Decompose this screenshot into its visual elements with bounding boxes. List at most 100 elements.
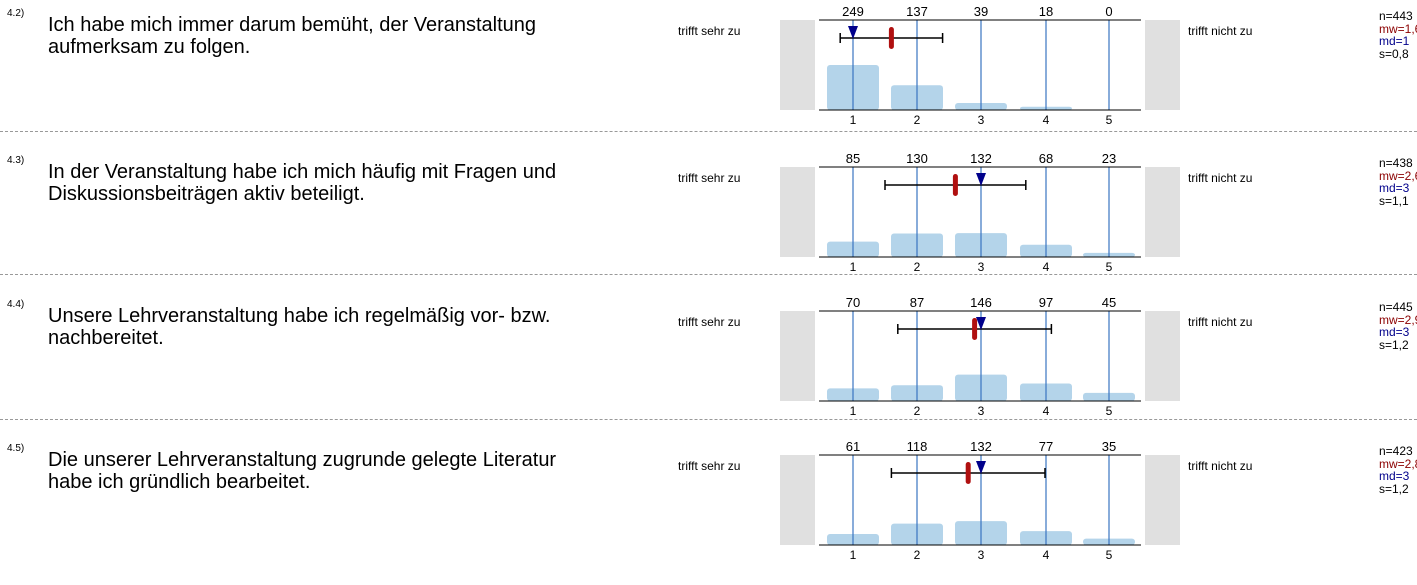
- count-label: 23: [1102, 151, 1116, 166]
- scale-right-label: trifft nicht zu: [1188, 171, 1253, 185]
- tick-label: 1: [850, 404, 857, 418]
- stat-sd: s=1,1: [1379, 193, 1409, 208]
- count-label: 39: [974, 4, 988, 19]
- scale-side-box: [780, 311, 815, 401]
- divider: [0, 131, 1417, 132]
- tick-label: 3: [978, 404, 985, 418]
- distribution-chart: 70 87 146 97 451 2 3 4 5: [780, 295, 1180, 418]
- count-label: 0: [1105, 4, 1112, 19]
- question-item: 4.5) Die unserer Lehrveranstaltung zugru…: [0, 439, 1417, 585]
- count-label: 130: [906, 151, 928, 166]
- tick-label: 2: [914, 260, 921, 274]
- scale-side-box: [780, 167, 815, 257]
- scale-side-box: [1145, 311, 1180, 401]
- scale-right-label: trifft nicht zu: [1188, 315, 1253, 329]
- count-label: 85: [846, 151, 860, 166]
- question-item: 4.3) In der Veranstaltung habe ich mich …: [0, 151, 1417, 297]
- statistics: n=445 mw=2,9 md=3 s=1,2: [1379, 301, 1417, 351]
- count-label: 118: [907, 439, 928, 454]
- tick-label: 1: [850, 260, 857, 274]
- stat-mean: mw=2,9: [1379, 312, 1417, 327]
- count-label: 132: [970, 151, 992, 166]
- distribution-chart: 85 130 132 68 231 2 3 4 5: [780, 151, 1180, 274]
- tick-label: 4: [1043, 260, 1050, 274]
- tick-label: 1: [850, 113, 857, 127]
- statistics: n=443 mw=1,6 md=1 s=0,8: [1379, 10, 1417, 60]
- question-number: 4.2): [7, 8, 25, 19]
- stat-n: n=423: [1379, 444, 1413, 458]
- divider: [0, 274, 1417, 275]
- median-marker: [976, 317, 986, 330]
- scale-right-label: trifft nicht zu: [1188, 459, 1253, 473]
- scale-right-label: trifft nicht zu: [1188, 24, 1253, 38]
- mean-marker: [952, 174, 958, 196]
- tick-label: 5: [1106, 548, 1113, 562]
- question-number: 4.3): [7, 155, 25, 166]
- stat-sd: s=1,2: [1379, 481, 1409, 496]
- count-label: 45: [1102, 295, 1116, 310]
- scale-side-box: [780, 455, 815, 545]
- count-label: 70: [846, 295, 860, 310]
- count-label: 35: [1102, 439, 1116, 454]
- tick-label: 4: [1043, 113, 1050, 127]
- scale-side-box: [1145, 455, 1180, 545]
- stat-mean: mw=2,6: [1379, 168, 1417, 183]
- count-label: 249: [842, 4, 864, 19]
- question-number: 4.4): [7, 299, 25, 310]
- tick-label: 5: [1106, 404, 1113, 418]
- tick-label: 4: [1043, 548, 1050, 562]
- distribution-chart: 61 118 132 77 35 1 2 3 4 5: [780, 439, 1180, 562]
- stat-median: md=1: [1379, 34, 1410, 48]
- scale-left-label: trifft sehr zu: [678, 315, 741, 329]
- tick-label: 1: [850, 548, 857, 562]
- count-label: 18: [1039, 4, 1053, 19]
- mean-marker: [965, 462, 971, 484]
- mean-marker: [972, 318, 978, 340]
- question-text: Unsere Lehrveranstaltung habe ich regelm…: [48, 305, 551, 349]
- statistics: n=438 mw=2,6 md=3 s=1,1: [1379, 157, 1417, 207]
- scale-left-label: trifft sehr zu: [678, 171, 741, 185]
- stat-sd: s=0,8: [1379, 46, 1409, 61]
- median-marker: [976, 173, 986, 186]
- stat-sd: s=1,2: [1379, 337, 1409, 352]
- stat-n: n=443: [1379, 9, 1413, 23]
- scale-side-box: [1145, 167, 1180, 257]
- median-marker: [976, 461, 986, 474]
- tick-label: 3: [978, 260, 985, 274]
- tick-label: 2: [914, 404, 921, 418]
- count-label: 97: [1039, 295, 1053, 310]
- tick-label: 2: [914, 113, 921, 127]
- tick-label: 5: [1106, 113, 1113, 127]
- tick-label: 2: [914, 548, 921, 562]
- count-label: 68: [1039, 151, 1053, 166]
- tick-label: 3: [978, 548, 985, 562]
- question-item: 4.4) Unsere Lehrveranstaltung habe ich r…: [0, 295, 1417, 441]
- count-label: 137: [906, 4, 928, 19]
- question-item: 4.2) Ich habe mich immer darum bemüht, d…: [0, 4, 1417, 150]
- count-label: 87: [910, 295, 924, 310]
- count-label: 146: [970, 295, 992, 310]
- question-number: 4.5): [7, 443, 25, 454]
- scale-left-label: trifft sehr zu: [678, 459, 741, 473]
- question-text: In der Veranstaltung habe ich mich häufi…: [48, 161, 557, 205]
- divider: [0, 419, 1417, 420]
- stat-mean: mw=1,6: [1379, 21, 1417, 36]
- stat-mean: mw=2,8: [1379, 456, 1417, 471]
- distribution-chart: 249 137 39 18 0 1 2 3 4 5: [780, 4, 1180, 127]
- count-label: 61: [846, 439, 860, 454]
- stat-n: n=445: [1379, 300, 1413, 314]
- stat-median: md=3: [1379, 181, 1410, 195]
- tick-label: 4: [1043, 404, 1050, 418]
- scale-left-label: trifft sehr zu: [678, 24, 741, 38]
- question-text: Die unserer Lehrveranstaltung zugrunde g…: [48, 449, 557, 493]
- question-text: Ich habe mich immer darum bemüht, der Ve…: [48, 14, 537, 58]
- stat-median: md=3: [1379, 469, 1410, 483]
- stat-n: n=438: [1379, 156, 1413, 170]
- mean-marker: [888, 27, 894, 49]
- statistics: n=423 mw=2,8 md=3 s=1,2: [1379, 445, 1417, 495]
- scale-side-box: [1145, 20, 1180, 110]
- count-label: 77: [1039, 439, 1053, 454]
- tick-label: 5: [1106, 260, 1113, 274]
- median-marker: [848, 26, 858, 39]
- stat-median: md=3: [1379, 325, 1410, 339]
